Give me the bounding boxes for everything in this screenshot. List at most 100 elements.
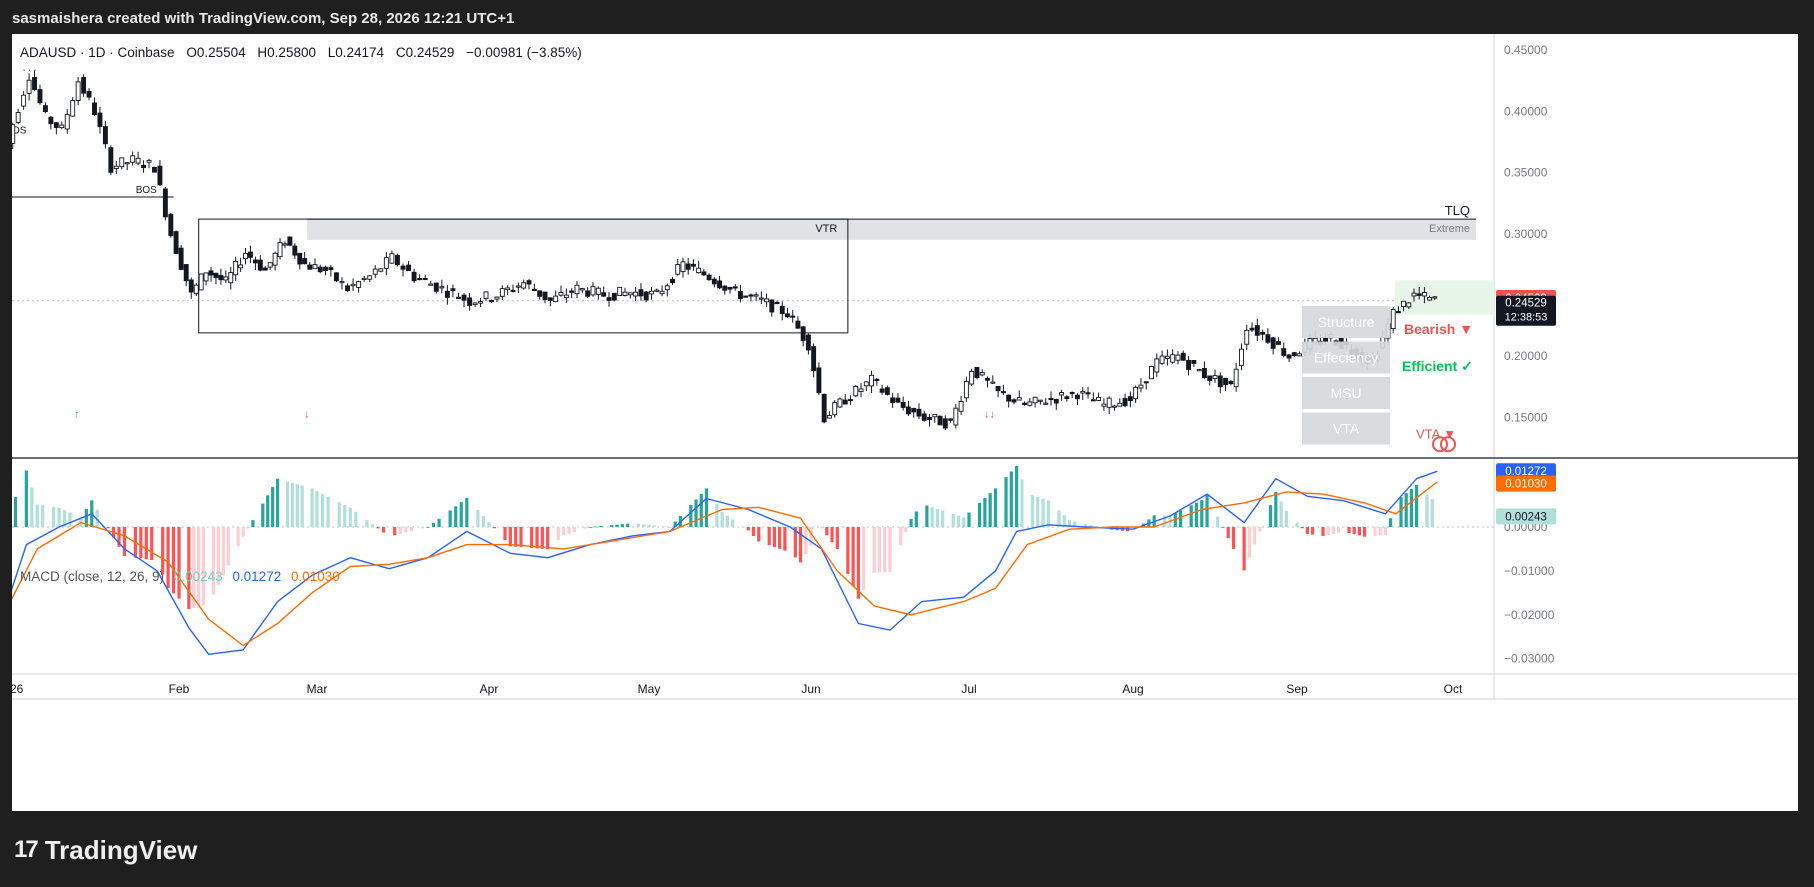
macd-histogram-bar bbox=[668, 527, 672, 528]
time-tick-label: Sep bbox=[1286, 682, 1308, 696]
candle bbox=[48, 116, 54, 130]
candle bbox=[243, 247, 248, 265]
macd-histogram-bar bbox=[1163, 515, 1167, 528]
candle-body bbox=[1143, 381, 1149, 384]
candle-body bbox=[1154, 358, 1160, 373]
open-value: 0.25504 bbox=[196, 45, 246, 60]
price-tick-label: 0.30000 bbox=[1504, 227, 1548, 241]
macd-histogram-bar bbox=[930, 507, 934, 528]
macd-histogram-bar bbox=[30, 487, 34, 528]
candle-body bbox=[42, 105, 48, 113]
more-dots[interactable]: ··· bbox=[22, 62, 38, 77]
candle-body bbox=[243, 252, 248, 260]
candle bbox=[157, 160, 163, 186]
candle bbox=[890, 393, 896, 408]
macd-histogram-bar bbox=[620, 524, 624, 528]
macd-histogram-bar bbox=[348, 507, 352, 528]
candle-body bbox=[617, 286, 623, 296]
macd-histogram-bar bbox=[1300, 527, 1304, 529]
candle-body bbox=[499, 288, 505, 297]
candle-body bbox=[1180, 352, 1186, 361]
candle bbox=[383, 252, 389, 276]
macd-histogram-bar bbox=[459, 502, 463, 528]
change-value: −0.00981 (−3.85%) bbox=[466, 45, 582, 60]
macd-histogram-bar bbox=[1295, 522, 1299, 528]
candle bbox=[113, 161, 119, 174]
candle bbox=[774, 300, 780, 305]
macd-histogram-bar bbox=[599, 526, 603, 528]
candle bbox=[848, 395, 853, 405]
candle-body bbox=[1122, 398, 1128, 407]
candle bbox=[178, 245, 184, 271]
signal-line-tag-bg bbox=[1496, 475, 1556, 492]
candle-body bbox=[622, 291, 628, 296]
macd-histogram-bar bbox=[1253, 527, 1257, 545]
candle-body bbox=[1138, 384, 1144, 389]
candle bbox=[832, 400, 838, 418]
candle-body bbox=[135, 157, 141, 164]
candle bbox=[428, 280, 434, 286]
candle-body bbox=[317, 266, 323, 273]
candle-body bbox=[654, 289, 660, 292]
macd-histogram-bar bbox=[883, 527, 887, 573]
candle-body bbox=[574, 284, 580, 295]
candle bbox=[953, 404, 959, 429]
candle bbox=[302, 251, 308, 265]
macd-histogram-bar bbox=[1389, 518, 1393, 528]
macd-histogram-bar bbox=[376, 527, 380, 529]
macd-histogram-bar bbox=[150, 527, 154, 560]
candle-body bbox=[1059, 392, 1065, 396]
time-tick-label: May bbox=[638, 682, 661, 696]
chart-canvas[interactable]: 0.450000.400000.350000.300000.250000.200… bbox=[12, 34, 1798, 811]
candle bbox=[1075, 393, 1080, 406]
macd-histogram-bar bbox=[1331, 527, 1335, 534]
candle bbox=[277, 238, 283, 260]
symbol-label[interactable]: ADAUSD · 1D · Coinbase bbox=[20, 45, 175, 60]
candle-body bbox=[1401, 300, 1407, 307]
candle-body bbox=[848, 399, 853, 402]
candle bbox=[1427, 295, 1433, 301]
macd-histogram-bar bbox=[166, 527, 170, 589]
macd-histogram-bar bbox=[1242, 527, 1246, 571]
candle bbox=[1069, 391, 1075, 399]
candle-body bbox=[248, 251, 253, 258]
macd-label[interactable]: MACD (close, 12, 26, 9) bbox=[20, 569, 165, 584]
candle bbox=[472, 302, 478, 308]
macd-histogram-bar bbox=[398, 527, 402, 534]
candle-body bbox=[1037, 399, 1043, 402]
macd-histogram-bar bbox=[117, 527, 121, 547]
candle bbox=[312, 258, 318, 270]
candle-body bbox=[510, 289, 516, 292]
macd-histogram-bar bbox=[1311, 527, 1315, 535]
candle bbox=[218, 268, 224, 285]
candle-body bbox=[97, 112, 103, 127]
candle-body bbox=[1233, 368, 1239, 388]
candle-body bbox=[1228, 380, 1234, 385]
macd-histogram-bar bbox=[610, 525, 614, 528]
candle-body bbox=[233, 260, 239, 276]
candle-body bbox=[863, 381, 869, 387]
macd-histogram-bar bbox=[57, 507, 61, 528]
macd-histogram-bar bbox=[487, 522, 491, 528]
countdown-tag: 12:38:53 bbox=[1505, 312, 1548, 324]
candle-body bbox=[790, 315, 796, 318]
tradingview-logo[interactable]: 17 TradingView bbox=[14, 832, 197, 868]
candle bbox=[252, 256, 258, 271]
candle bbox=[942, 415, 948, 431]
macd-histogram-bar bbox=[1231, 527, 1236, 549]
candle-body bbox=[638, 289, 644, 297]
candle bbox=[633, 287, 639, 302]
candle-body bbox=[521, 282, 527, 289]
candle-body bbox=[1000, 391, 1006, 394]
candle bbox=[649, 287, 654, 300]
signal-line-tag: 0.01030 bbox=[1505, 479, 1547, 491]
candle-body bbox=[685, 263, 691, 270]
candle bbox=[1127, 391, 1133, 408]
macd-histogram-bar bbox=[437, 518, 441, 528]
macd-histogram-bar bbox=[720, 511, 724, 528]
candle bbox=[494, 296, 500, 303]
candle bbox=[183, 264, 189, 287]
macd-histogram-bar bbox=[192, 527, 196, 608]
macd-histogram-bar bbox=[1321, 527, 1325, 536]
candle-body bbox=[383, 257, 389, 269]
